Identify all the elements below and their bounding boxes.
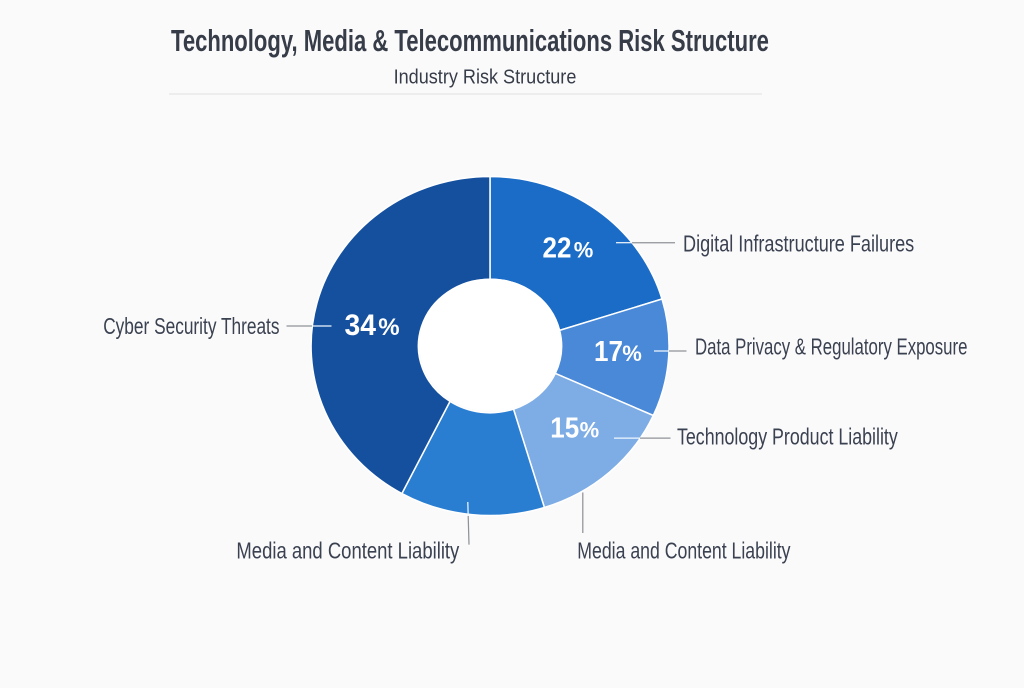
svg-text:Industry Risk Structure: Industry Risk Structure [394, 67, 577, 89]
svg-text:%: % [378, 314, 399, 341]
svg-text:Data Privacy & Regulatory Expo: Data Privacy & Regulatory Exposure [695, 335, 967, 360]
svg-text:Media and Content Liability: Media and Content Liability [577, 538, 791, 564]
svg-text:22: 22 [543, 231, 572, 264]
svg-text:%: % [580, 417, 600, 442]
svg-text:Technology, Media & Telecommun: Technology, Media & Telecommunications R… [171, 23, 769, 58]
svg-text:%: % [574, 237, 594, 262]
svg-text:17: 17 [594, 335, 623, 368]
svg-text:Media and Content Liability: Media and Content Liability [236, 538, 459, 563]
svg-text:%: % [622, 341, 642, 366]
svg-text:Technology Product Liability: Technology Product Liability [677, 425, 898, 451]
svg-text:34: 34 [345, 309, 377, 342]
svg-text:Cyber Security Threats: Cyber Security Threats [103, 315, 279, 340]
svg-text:15: 15 [550, 411, 579, 444]
svg-text:Digital Infrastructure Failure: Digital Infrastructure Failures [683, 231, 914, 257]
